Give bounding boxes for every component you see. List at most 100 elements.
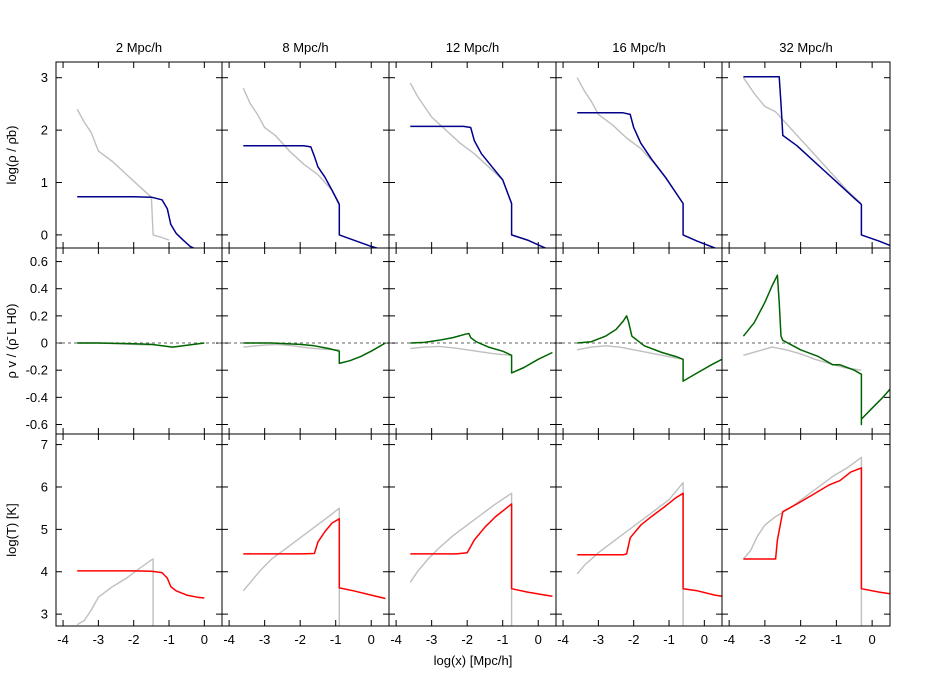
panel-temperature-1: 3 4 5 6 7 -4 -3 -2 -1 0 [41,433,223,647]
x-tick-label: -3 [593,632,605,647]
reference-line [242,507,340,626]
panel-plot-area [76,108,195,248]
panel-frame [721,433,891,627]
x-tick-label: 0 [535,632,542,647]
x-tick-label: 0 [201,632,208,647]
reference-line [576,77,684,204]
column-title: 16 Mpc/h [612,40,665,55]
x-axis-label: log(x) [Mpc/h] [434,653,513,668]
y-tick-label: 4 [41,564,48,579]
velocity-line [77,342,205,348]
panel-frame [221,61,390,249]
panel-density-5 [721,61,891,249]
y-tick-label: 5 [41,522,48,537]
y-tick-label: -0.6 [26,417,48,432]
panel-plot-area [556,315,722,382]
density-line [77,195,195,248]
x-tick-label: -1 [831,632,843,647]
reference-line [743,346,862,371]
reference-line [577,345,684,360]
panel-plot-area [389,332,556,374]
y-tick-label: 2 [41,123,48,138]
velocity-line [577,315,722,382]
panel-velocity-5 [721,247,891,435]
reference-line [742,77,862,205]
x-tick-label: -3 [759,632,771,647]
panel-plot-area [576,77,718,248]
panel-plot-area [576,482,722,626]
y-tick-label: -0.2 [26,363,48,378]
x-tick-label: -1 [163,632,175,647]
x-tick-label: 0 [869,632,876,647]
x-tick-label: -3 [259,632,271,647]
x-tick-label: -4 [57,632,69,647]
reference-line [76,558,154,626]
panel-plot-area [409,82,548,248]
column-title: 8 Mpc/h [282,40,328,55]
x-tick-label: 0 [701,632,708,647]
density-line [410,125,548,248]
velocity-line [410,332,553,374]
panel-frame [555,433,723,627]
reference-line [409,82,513,204]
y-tick-label: 7 [41,437,48,452]
panel-density-1: 0 1 2 3 [41,61,223,249]
x-tick-label: -3 [93,632,105,647]
y-tick-label: 3 [41,70,48,85]
panel-density-4 [555,61,723,249]
y-tick-label: 0 [41,227,48,242]
temperature-line [77,570,205,599]
temperature-line [577,492,722,598]
reference-line [243,343,340,351]
x-tick-label: -4 [723,632,735,647]
reference-line [410,345,512,356]
x-tick-label: 0 [368,632,375,647]
y-tick-label: 0.4 [30,281,48,296]
panel-density-2 [221,61,390,249]
panel-frame [55,61,223,249]
panel-velocity-3 [388,247,557,435]
panel-plot-area [242,507,386,626]
x-tick-label: -4 [557,632,569,647]
panel-plot-area [742,456,890,626]
density-line [577,112,718,248]
panel-frame [221,433,390,627]
panel-temperature-5: -4 -3 -2 -1 0 [721,433,891,647]
y-axis-label: log(T) [K] [4,503,19,556]
x-tick-label: -2 [128,632,140,647]
x-tick-label: -1 [497,632,509,647]
density-line [743,75,890,247]
density-line [243,145,379,248]
temperature-line [243,518,386,600]
temperature-line [410,503,553,598]
x-tick-label: -2 [461,632,473,647]
y-tick-label: 1 [41,175,48,190]
temperature-line [743,467,890,595]
column-title: 2 Mpc/h [116,40,162,55]
x-tick-label: -1 [663,632,675,647]
reference-line [242,87,340,204]
panel-plot-area [409,492,553,626]
velocity-line [243,342,386,365]
y-axis-label: log(ρ / ρ̄b) [4,126,19,185]
panel-frame [721,61,891,249]
panel-velocity-2 [221,247,390,435]
x-tick-label: -4 [390,632,402,647]
y-tick-label: 0.2 [30,308,48,323]
y-axis-label: ρ v / (ρ̄ L H0) [4,304,19,379]
panel-plot-area [76,558,205,626]
y-tick-label: 3 [41,607,48,622]
panel-frame [55,247,223,435]
panel-temperature-2: -4 -3 -2 -1 0 [221,433,390,647]
reference-line [409,492,513,626]
reference-line [76,108,170,241]
panel-temperature-3: -4 -3 -2 -1 0 [388,433,557,647]
panel-velocity-4 [555,247,723,435]
x-tick-label: -2 [628,632,640,647]
panel-plot-area [56,342,222,348]
panel-plot-area [222,342,389,365]
x-tick-label: -4 [223,632,235,647]
panel-frame [555,61,723,249]
